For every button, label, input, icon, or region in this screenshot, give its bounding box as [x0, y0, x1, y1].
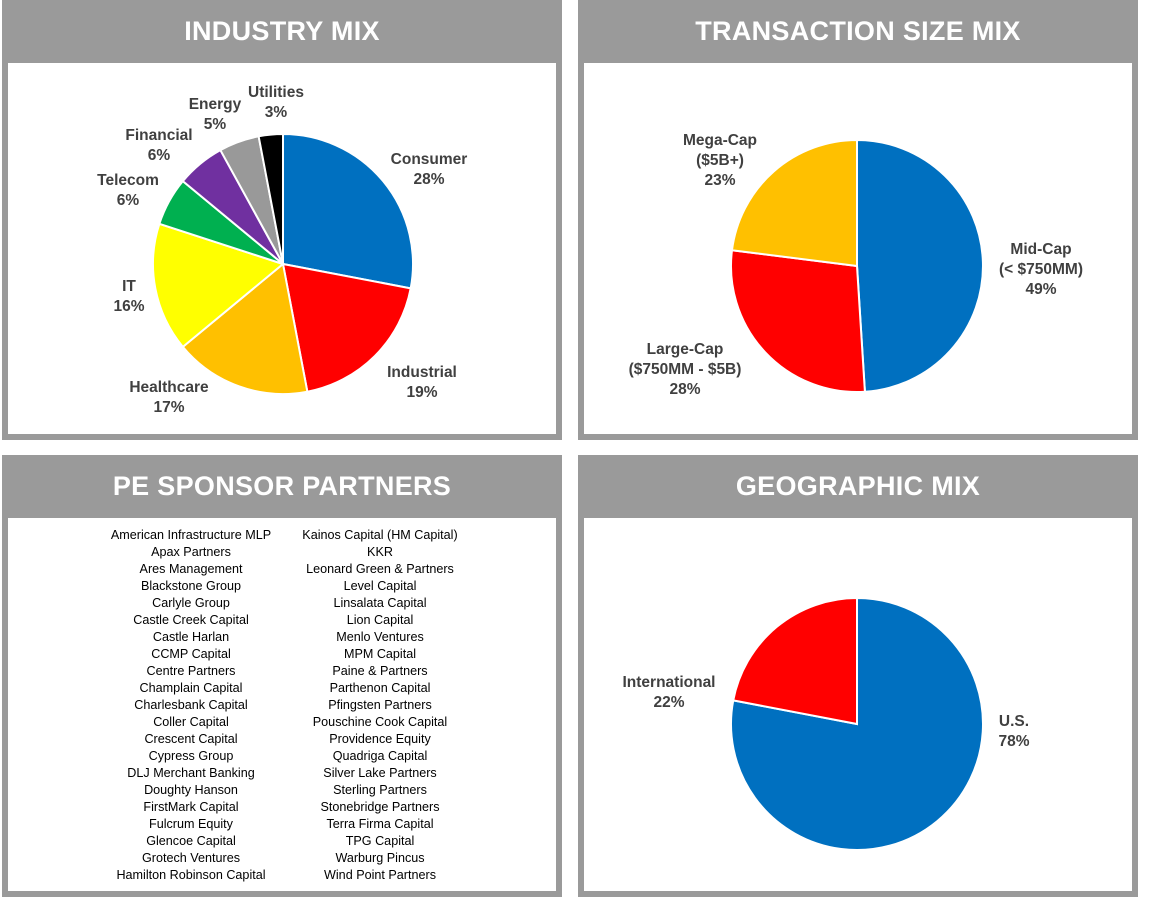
pie-label-healthcare: Healthcare 17% [129, 379, 209, 416]
pe-sponsor-item: Linsalata Capital [333, 596, 427, 610]
pe-sponsor-item: Doughty Hanson [144, 783, 238, 797]
pe-sponsor-item: Apax Partners [151, 545, 231, 559]
pe-sponsor-item: Champlain Capital [139, 681, 243, 695]
pe-sponsor-item: Pfingsten Partners [328, 698, 432, 712]
pe-sponsor-item: Level Capital [343, 579, 417, 593]
pie-label-it: IT 16% [113, 278, 144, 315]
pe-sponsor-item: Ares Management [139, 562, 243, 576]
pe-sponsor-item: American Infrastructure MLP [110, 528, 272, 542]
pe-sponsor-item: Silver Lake Partners [323, 766, 437, 780]
pe-sponsor-item: Castle Creek Capital [133, 613, 249, 627]
pie-label-financial: Financial 6% [125, 127, 192, 164]
pe-sponsor-item: Coller Capital [153, 715, 229, 729]
pie-slice-it [152, 222, 286, 349]
pie-label-energy: Energy 5% [189, 96, 242, 133]
industry-mix-panel: INDUSTRY MIX Consumer 28% Industrial 19% Hea… [2, 0, 562, 440]
pe-sponsor-list-left: American Infrastructure MLP Apax Partners… [96, 527, 286, 884]
pie-label-industrial: Industrial 19% [387, 364, 457, 401]
pie-slice-mega-cap [730, 138, 858, 268]
industry-mix-chart: Consumer 28% Industrial 19% Healthcare 17% IT 1… [97, 84, 468, 416]
pe-sponsor-item: Sterling Partners [333, 783, 427, 797]
pie-slice-international [732, 596, 858, 726]
pe-sponsor-item: Warburg Pincus [335, 851, 425, 865]
pe-sponsor-item: Paine & Partners [332, 664, 428, 678]
pe-sponsor-item: Castle Harlan [152, 630, 230, 644]
pie-label-international: International 22% [622, 674, 715, 711]
pie-slice-consumer [282, 132, 414, 290]
pe-sponsor-item: Crescent Capital [144, 732, 238, 746]
pie-label-consumer: Consumer 28% [391, 151, 468, 188]
pe-sponsor-item: Carlyle Group [152, 596, 230, 610]
transaction-size-mix-chart: Mid-Cap (< $750MM) 49% Large-Cap ($750MM - $… [629, 132, 1083, 398]
pe-sponsor-item: MPM Capital [343, 647, 417, 661]
pe-sponsor-list-right: Kainos Capital (HM Capital) KKR Leonard Gr… [285, 527, 475, 884]
pie-slice-mid-cap [856, 138, 984, 393]
pe-sponsor-partners-body: American Infrastructure MLP Apax Partners… [8, 518, 556, 891]
pe-sponsor-item: Providence Equity [329, 732, 431, 746]
pie-label-mid-cap: Mid-Cap (< $750MM) 49% [999, 241, 1083, 298]
geographic-mix-panel: GEOGRAPHIC MIX U.S. 78% International 22% [578, 455, 1138, 897]
pie-slice-large-cap [730, 249, 866, 393]
pe-sponsor-item: DLJ Merchant Banking [127, 766, 255, 780]
pe-sponsor-item: Grotech Ventures [141, 851, 240, 865]
pie-slice-industrial [281, 262, 412, 393]
pe-sponsor-item: Menlo Ventures [336, 630, 424, 644]
pe-sponsor-item: Blackstone Group [140, 579, 242, 593]
pie-slice-healthcare [181, 262, 309, 395]
pe-sponsor-item: FirstMark Capital [143, 800, 239, 814]
pe-sponsor-item: Kainos Capital (HM Capital) [302, 528, 458, 542]
pe-sponsor-item: Quadriga Capital [332, 749, 428, 763]
pie-label-telecom: Telecom 6% [97, 172, 159, 209]
industry-mix-title: INDUSTRY MIX [184, 16, 380, 46]
pie-slice-utilities [257, 132, 284, 265]
pie-label-mega-cap: Mega-Cap ($5B+) 23% [683, 132, 757, 189]
geographic-mix-title: GEOGRAPHIC MIX [735, 471, 981, 501]
transaction-size-mix-panel: TRANSACTION SIZE MIX Mid-Cap (< $750MM) 49… [578, 0, 1138, 440]
pe-sponsor-item: Parthenon Capital [329, 681, 431, 695]
pe-sponsor-item: KKR [367, 545, 393, 559]
pe-sponsor-partners-panel: PE SPONSOR PARTNERS American Infrastruct… [2, 455, 562, 897]
pe-sponsor-item: Cypress Group [148, 749, 234, 763]
pe-sponsor-partners-title: PE SPONSOR PARTNERS [112, 471, 452, 501]
pie-label-utilities: Utilities 3% [248, 84, 304, 121]
pe-sponsor-item: Hamilton Robinson Capital [116, 868, 266, 882]
transaction-size-mix-title: TRANSACTION SIZE MIX [695, 16, 1021, 46]
pe-sponsor-item: CCMP Capital [151, 647, 231, 661]
pe-sponsor-item: Pouschine Cook Capital [312, 715, 448, 729]
pie-label-u-s: U.S. 78% [998, 713, 1029, 750]
pe-sponsor-item: Leonard Green & Partners [306, 562, 454, 576]
geographic-mix-chart: U.S. 78% International 22% [622, 596, 1030, 851]
pe-sponsor-item: Glencoe Capital [146, 834, 236, 848]
pe-sponsor-item: Stonebridge Partners [320, 800, 440, 814]
pe-sponsor-item: Terra Firma Capital [326, 817, 434, 831]
pie-label-large-cap: Large-Cap ($750MM - $5B) 28% [629, 341, 742, 398]
pe-sponsor-item: Fulcrum Equity [149, 817, 233, 831]
pe-sponsor-item: TPG Capital [345, 834, 415, 848]
pe-sponsor-item: Charlesbank Capital [134, 698, 248, 712]
pe-sponsor-item: Wind Point Partners [324, 868, 436, 882]
pe-sponsor-item: Centre Partners [146, 664, 236, 678]
pe-sponsor-item: Lion Capital [346, 613, 414, 627]
